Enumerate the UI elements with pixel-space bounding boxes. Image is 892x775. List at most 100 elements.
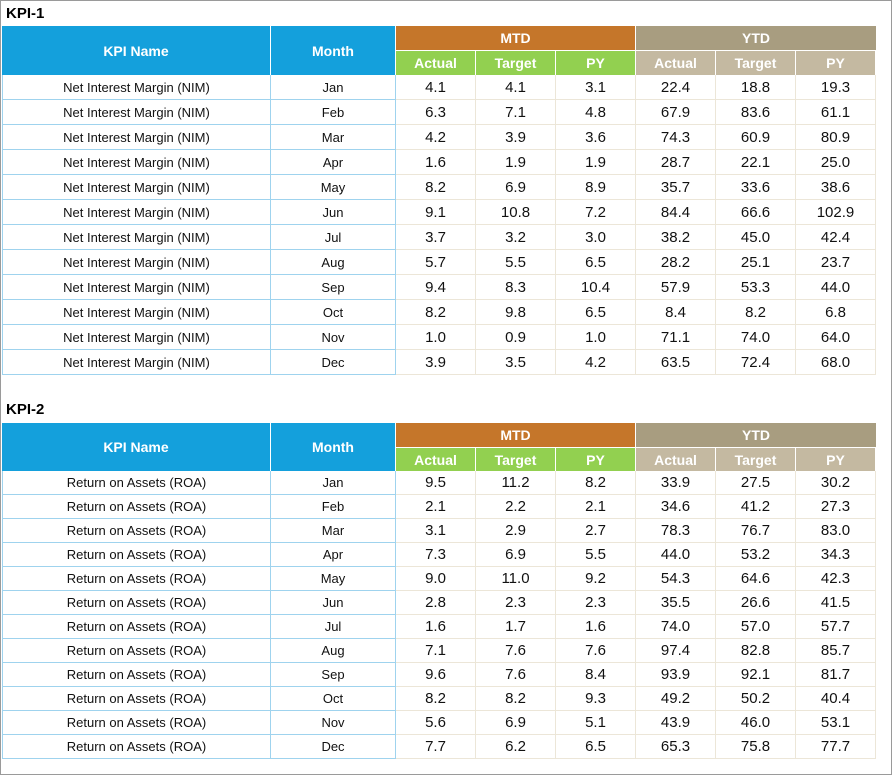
value-cell: 7.6: [556, 639, 636, 663]
month-cell: Oct: [271, 687, 396, 711]
kpi-name-cell: Return on Assets (ROA): [2, 735, 271, 759]
value-cell: 5.5: [556, 543, 636, 567]
month-cell: Dec: [271, 735, 396, 759]
value-cell: 34.6: [636, 495, 716, 519]
value-cell: 2.7: [556, 519, 636, 543]
value-cell: 81.7: [796, 663, 876, 687]
kpi-name-cell: Return on Assets (ROA): [2, 687, 271, 711]
value-cell: 22.4: [636, 75, 716, 100]
value-cell: 74.3: [636, 125, 716, 150]
header-sub: Target: [476, 447, 556, 471]
value-cell: 57.0: [716, 615, 796, 639]
header-mtd: MTD: [396, 26, 636, 50]
value-cell: 33.6: [716, 175, 796, 200]
value-cell: 2.9: [476, 519, 556, 543]
value-cell: 63.5: [636, 350, 716, 375]
month-cell: May: [271, 567, 396, 591]
value-cell: 82.8: [716, 639, 796, 663]
value-cell: 44.0: [636, 543, 716, 567]
kpi-name-cell: Return on Assets (ROA): [2, 543, 271, 567]
value-cell: 1.6: [396, 615, 476, 639]
month-cell: Mar: [271, 519, 396, 543]
value-cell: 34.3: [796, 543, 876, 567]
value-cell: 35.5: [636, 591, 716, 615]
value-cell: 74.0: [716, 325, 796, 350]
kpi-name-cell: Return on Assets (ROA): [2, 639, 271, 663]
value-cell: 2.8: [396, 591, 476, 615]
value-cell: 8.3: [476, 275, 556, 300]
kpi-name-cell: Return on Assets (ROA): [2, 519, 271, 543]
value-cell: 66.6: [716, 200, 796, 225]
value-cell: 57.7: [796, 615, 876, 639]
value-cell: 7.1: [476, 100, 556, 125]
header-sub: Actual: [636, 447, 716, 471]
value-cell: 6.9: [476, 175, 556, 200]
value-cell: 23.7: [796, 250, 876, 275]
value-cell: 11.0: [476, 567, 556, 591]
month-cell: Mar: [271, 125, 396, 150]
month-cell: Jul: [271, 225, 396, 250]
header-sub: Target: [716, 447, 796, 471]
month-cell: Jan: [271, 75, 396, 100]
value-cell: 53.1: [796, 711, 876, 735]
value-cell: 3.2: [476, 225, 556, 250]
value-cell: 22.1: [716, 150, 796, 175]
value-cell: 8.2: [476, 687, 556, 711]
month-cell: Feb: [271, 495, 396, 519]
value-cell: 5.6: [396, 711, 476, 735]
value-cell: 1.7: [476, 615, 556, 639]
value-cell: 7.6: [476, 663, 556, 687]
header-kpi-name: KPI Name: [2, 423, 271, 471]
header-mtd: MTD: [396, 423, 636, 447]
kpi-name-cell: Net Interest Margin (NIM): [2, 200, 271, 225]
value-cell: 3.9: [476, 125, 556, 150]
value-cell: 7.3: [396, 543, 476, 567]
value-cell: 93.9: [636, 663, 716, 687]
value-cell: 8.2: [396, 687, 476, 711]
value-cell: 7.1: [396, 639, 476, 663]
month-cell: Jul: [271, 615, 396, 639]
value-cell: 6.5: [556, 735, 636, 759]
value-cell: 5.5: [476, 250, 556, 275]
value-cell: 41.5: [796, 591, 876, 615]
month-cell: Aug: [271, 250, 396, 275]
value-cell: 2.1: [556, 495, 636, 519]
value-cell: 53.2: [716, 543, 796, 567]
value-cell: 83.0: [796, 519, 876, 543]
value-cell: 78.3: [636, 519, 716, 543]
value-cell: 64.0: [796, 325, 876, 350]
value-cell: 57.9: [636, 275, 716, 300]
value-cell: 4.1: [476, 75, 556, 100]
value-cell: 8.4: [556, 663, 636, 687]
value-cell: 6.2: [476, 735, 556, 759]
value-cell: 53.3: [716, 275, 796, 300]
value-cell: 92.1: [716, 663, 796, 687]
header-sub: PY: [796, 447, 876, 471]
value-cell: 71.1: [636, 325, 716, 350]
value-cell: 3.9: [396, 350, 476, 375]
value-cell: 2.3: [556, 591, 636, 615]
month-cell: Aug: [271, 639, 396, 663]
table-label: KPI-2: [6, 401, 45, 418]
value-cell: 40.4: [796, 687, 876, 711]
kpi-name-cell: Net Interest Margin (NIM): [2, 250, 271, 275]
value-cell: 67.9: [636, 100, 716, 125]
value-cell: 8.2: [396, 175, 476, 200]
value-cell: 7.2: [556, 200, 636, 225]
kpi-name-cell: Net Interest Margin (NIM): [2, 350, 271, 375]
kpi-name-cell: Net Interest Margin (NIM): [2, 300, 271, 325]
value-cell: 27.3: [796, 495, 876, 519]
value-cell: 6.5: [556, 300, 636, 325]
value-cell: 8.2: [556, 471, 636, 495]
month-cell: Sep: [271, 275, 396, 300]
value-cell: 6.9: [476, 711, 556, 735]
month-cell: Jun: [271, 591, 396, 615]
value-cell: 6.8: [796, 300, 876, 325]
value-cell: 54.3: [636, 567, 716, 591]
value-cell: 9.0: [396, 567, 476, 591]
header-month: Month: [271, 423, 396, 471]
value-cell: 1.0: [556, 325, 636, 350]
header-sub: Actual: [636, 50, 716, 75]
value-cell: 8.2: [396, 300, 476, 325]
